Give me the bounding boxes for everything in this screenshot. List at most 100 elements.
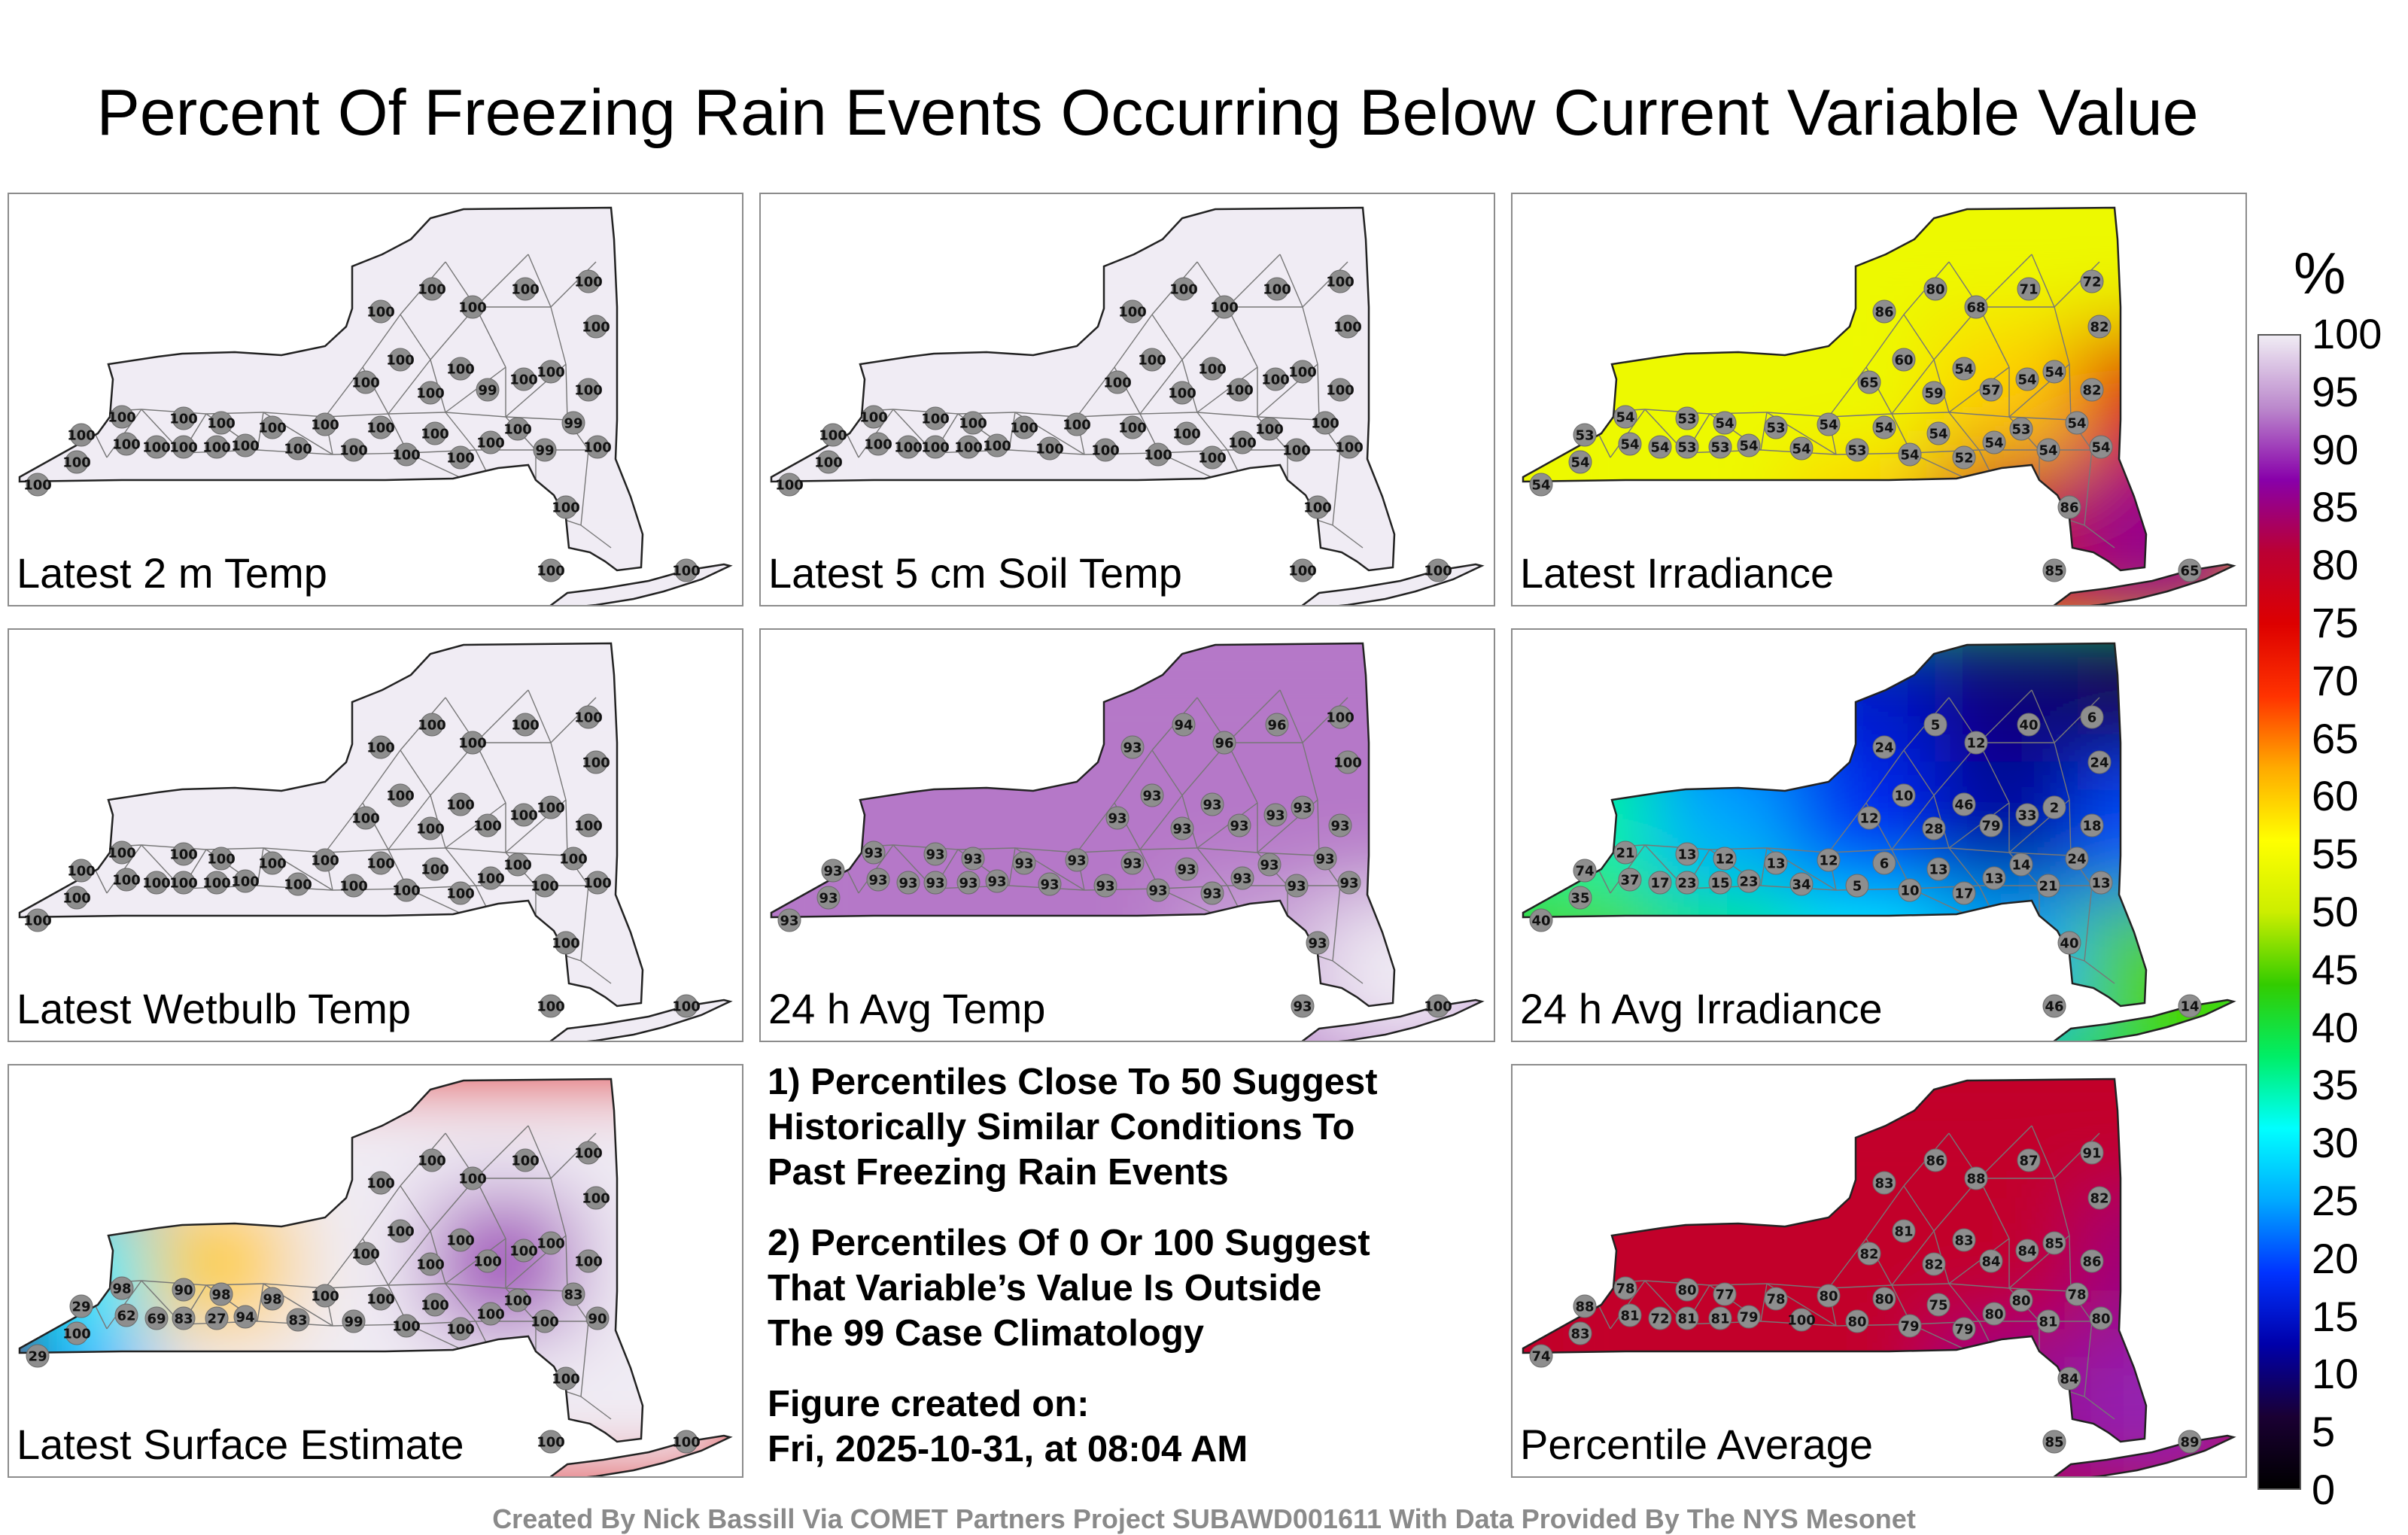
station-value: 100 [537,365,565,381]
station-marker: 83 [1568,1321,1592,1345]
station-value: 100 [339,443,368,459]
station-value: 54 [1900,448,1919,464]
station-value: 78 [1766,1292,1785,1308]
station-value: 100 [1326,383,1354,399]
notes: 1) Percentiles Close To 50 Suggest Histo… [768,1059,1490,1497]
stations: 100 100 100 100 100 100 100 100 100 100 100 100 100 1… [775,269,1452,582]
station-value: 100 [1303,500,1332,516]
shaded-field [1523,208,2233,605]
station-marker: 21 [1613,840,1637,865]
station-value: 100 [258,421,287,436]
station-value: 100 [421,427,449,442]
station-marker: 79 [1979,813,2003,837]
station-marker: 100 [142,435,171,459]
station-marker: 100 [1326,269,1354,293]
station-marker: 86 [2080,1249,2104,1273]
station-marker: 100 [446,1317,475,1341]
station-marker: 100 [418,1148,446,1172]
station-value: 12 [1859,811,1878,827]
station-value: 100 [108,846,136,862]
station-marker: 100 [311,1284,339,1308]
station-marker: 100 [62,1321,91,1345]
station-marker: 54 [1952,357,1976,381]
station-value: 100 [446,1233,475,1249]
long-island-outline [2053,999,2236,1041]
note-1-line-2: Historically Similar Conditions To [768,1107,1355,1147]
station-value: 100 [458,300,487,316]
map-panel: 40 35 74 21 37 17 23 15 13 12 23 13 34 12 5 6 10 13 17 13 14… [1511,628,2247,1042]
station-value: 100 [1118,421,1147,436]
station-value: 100 [231,439,260,454]
station-value: 29 [28,1349,47,1365]
station-value: 93 [1308,936,1327,952]
station-value: 89 [2180,1435,2199,1451]
station-marker: 93 [1263,803,1288,827]
station-marker: 85 [2042,558,2066,582]
station-marker: 78 [2065,1282,2089,1306]
station-value: 86 [1926,1154,1944,1169]
station-marker: 85 [2042,1231,2066,1255]
station-marker: 65 [2178,558,2202,582]
station-value: 100 [386,353,415,369]
station-marker: 60 [1892,348,1916,372]
station-marker: 100 [142,871,171,895]
station-value: 82 [2090,320,2109,336]
station-marker: 100 [446,357,475,381]
station-value: 100 [67,428,96,444]
station-value: 93 [1287,879,1306,895]
station-value: 100 [416,822,445,837]
station-value: 12 [1715,852,1734,868]
station-value: 99 [564,416,582,432]
station-value: 100 [476,436,505,451]
station-value: 100 [339,879,368,895]
panel-label: Percentile Average [1520,1421,1874,1468]
station-marker: 100 [503,853,532,877]
station-value: 40 [2019,718,2038,734]
station-marker: 100 [392,878,421,902]
station-marker: 84 [1979,1249,2003,1273]
station-marker: 100 [1210,295,1239,319]
station-marker: 29 [26,1344,50,1368]
station-marker: 80 [1872,1287,1896,1311]
station-value: 34 [1792,877,1811,893]
station-value: 100 [672,999,701,1015]
station-value: 13 [1929,862,1947,878]
station-marker: 90 [172,1278,196,1302]
station-value: 99 [478,383,497,399]
station-marker: 100 [1172,421,1201,445]
state-outline [1522,642,2148,1008]
colorbar-tick: 95 [2312,367,2359,415]
station-marker: 6 [2080,705,2104,729]
station-value: 93 [1172,822,1191,837]
station-value: 100 [142,440,171,456]
station-marker: 100 [1263,277,1291,301]
station-value: 81 [1894,1224,1913,1240]
station-marker: 54 [1737,433,1761,457]
station-marker: 93 [1291,994,1315,1018]
station-value: 100 [574,710,603,726]
station-marker: 93 [1120,735,1145,759]
station-marker: 100 [67,859,96,883]
state-outline [770,206,1396,572]
panel-label: Latest 5 cm Soil Temp [768,549,1182,597]
station-marker: 100 [366,1287,395,1311]
station-marker: 53 [1764,415,1788,439]
station-marker: 69 [144,1306,169,1330]
station-value: 100 [531,1315,559,1330]
station-marker: 100 [231,869,260,893]
station-value: 52 [1954,451,1973,467]
station-marker: 100 [1168,381,1196,405]
station-marker: 100 [446,445,475,470]
station-value: 82 [1924,1257,1943,1273]
station-marker: 94 [1172,713,1196,737]
station-marker: 40 [2017,713,2041,737]
station-marker: 100 [418,713,446,737]
station-value: 93 [1123,740,1142,756]
station-marker: 100 [574,1249,603,1273]
station-marker: 100 [814,450,843,474]
station-marker: 100 [421,1293,449,1317]
station-value: 100 [503,858,532,874]
